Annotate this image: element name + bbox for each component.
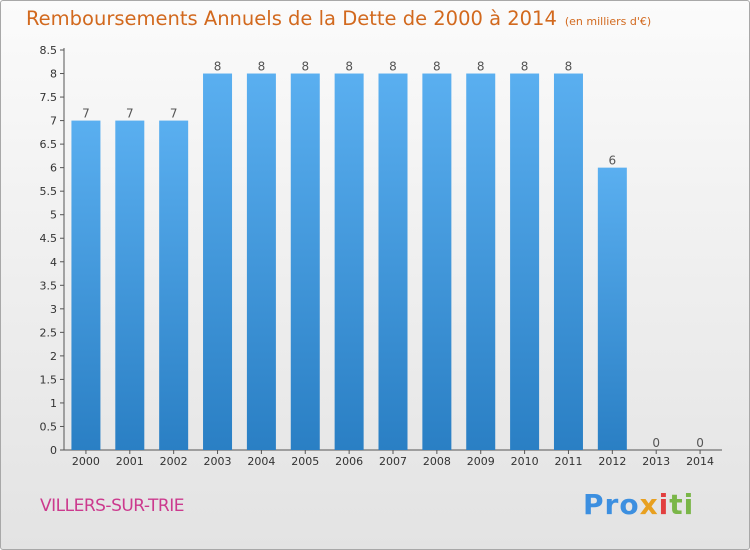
proxiti-logo[interactable]: Proxiti [583, 488, 694, 521]
y-tick-label: 0.5 [40, 420, 58, 433]
bar [115, 120, 145, 451]
y-tick-label: 6.5 [40, 138, 58, 151]
bar [246, 73, 276, 450]
data-label: 8 [521, 60, 529, 74]
y-tick-label: 5.5 [40, 185, 58, 198]
data-label: 8 [565, 60, 573, 74]
x-tick-label: 2014 [686, 455, 714, 468]
bar [71, 120, 101, 451]
data-label: 8 [389, 60, 397, 74]
bar [553, 73, 583, 450]
y-tick-label: 0 [50, 444, 57, 457]
x-tick-label: 2009 [467, 455, 495, 468]
y-tick-label: 4 [50, 256, 57, 269]
data-label: 7 [170, 107, 178, 121]
x-tick-label: 2008 [423, 455, 451, 468]
y-tick-label: 8 [50, 68, 57, 81]
chart-subtitle: (en milliers d'€) [564, 15, 652, 28]
x-tick-label: 2003 [204, 455, 232, 468]
bar [378, 73, 408, 450]
data-label: 7 [82, 107, 90, 121]
bar [466, 73, 496, 450]
bar [203, 73, 233, 450]
x-tick-label: 2002 [160, 455, 188, 468]
y-tick-label: 3 [50, 303, 57, 316]
data-label: 8 [258, 60, 266, 74]
bar [290, 73, 320, 450]
x-tick-label: 2010 [511, 455, 539, 468]
x-tick-label: 2007 [379, 455, 407, 468]
chart-title: Remboursements Annuels de la Dette de 20… [26, 7, 651, 30]
logo-part-2: x [639, 488, 659, 521]
data-label: 0 [652, 436, 660, 450]
data-label: 8 [345, 60, 353, 74]
y-tick-label: 2.5 [40, 326, 58, 339]
x-tick-label: 2013 [642, 455, 670, 468]
y-tick-label: 3.5 [40, 279, 58, 292]
x-tick-label: 2011 [554, 455, 582, 468]
y-tick-label: 1 [50, 397, 57, 410]
x-tick-label: 2012 [598, 455, 626, 468]
logo-part-1: Pro [583, 488, 640, 521]
data-label: 8 [301, 60, 309, 74]
x-tick-label: 2006 [335, 455, 363, 468]
x-tick-label: 2004 [247, 455, 275, 468]
y-tick-label: 5 [50, 209, 57, 222]
commune-name: VILLERS-SUR-TRIE [40, 496, 184, 516]
data-label: 8 [214, 60, 222, 74]
bar [159, 120, 189, 451]
x-tick-label: 2000 [72, 455, 100, 468]
chart-title-text: Remboursements Annuels de la Dette de 20… [26, 7, 557, 30]
bar [510, 73, 540, 450]
y-tick-label: 6 [50, 162, 57, 175]
y-tick-label: 7 [50, 115, 57, 128]
bar [422, 73, 452, 450]
x-tick-label: 2005 [291, 455, 319, 468]
data-label: 0 [696, 436, 704, 450]
y-tick-label: 7.5 [40, 91, 58, 104]
y-tick-label: 1.5 [40, 373, 58, 386]
data-label: 8 [433, 60, 441, 74]
y-tick-label: 2 [50, 350, 57, 363]
x-tick-label: 2001 [116, 455, 144, 468]
bar [597, 167, 627, 450]
y-tick-label: 4.5 [40, 232, 58, 245]
logo-part-3: i [658, 488, 670, 521]
logo-part-4: ti [669, 488, 695, 521]
y-tick-label: 8.5 [40, 44, 58, 57]
data-label: 7 [126, 107, 134, 121]
bar [334, 73, 364, 450]
data-label: 6 [609, 154, 617, 168]
data-label: 8 [477, 60, 485, 74]
